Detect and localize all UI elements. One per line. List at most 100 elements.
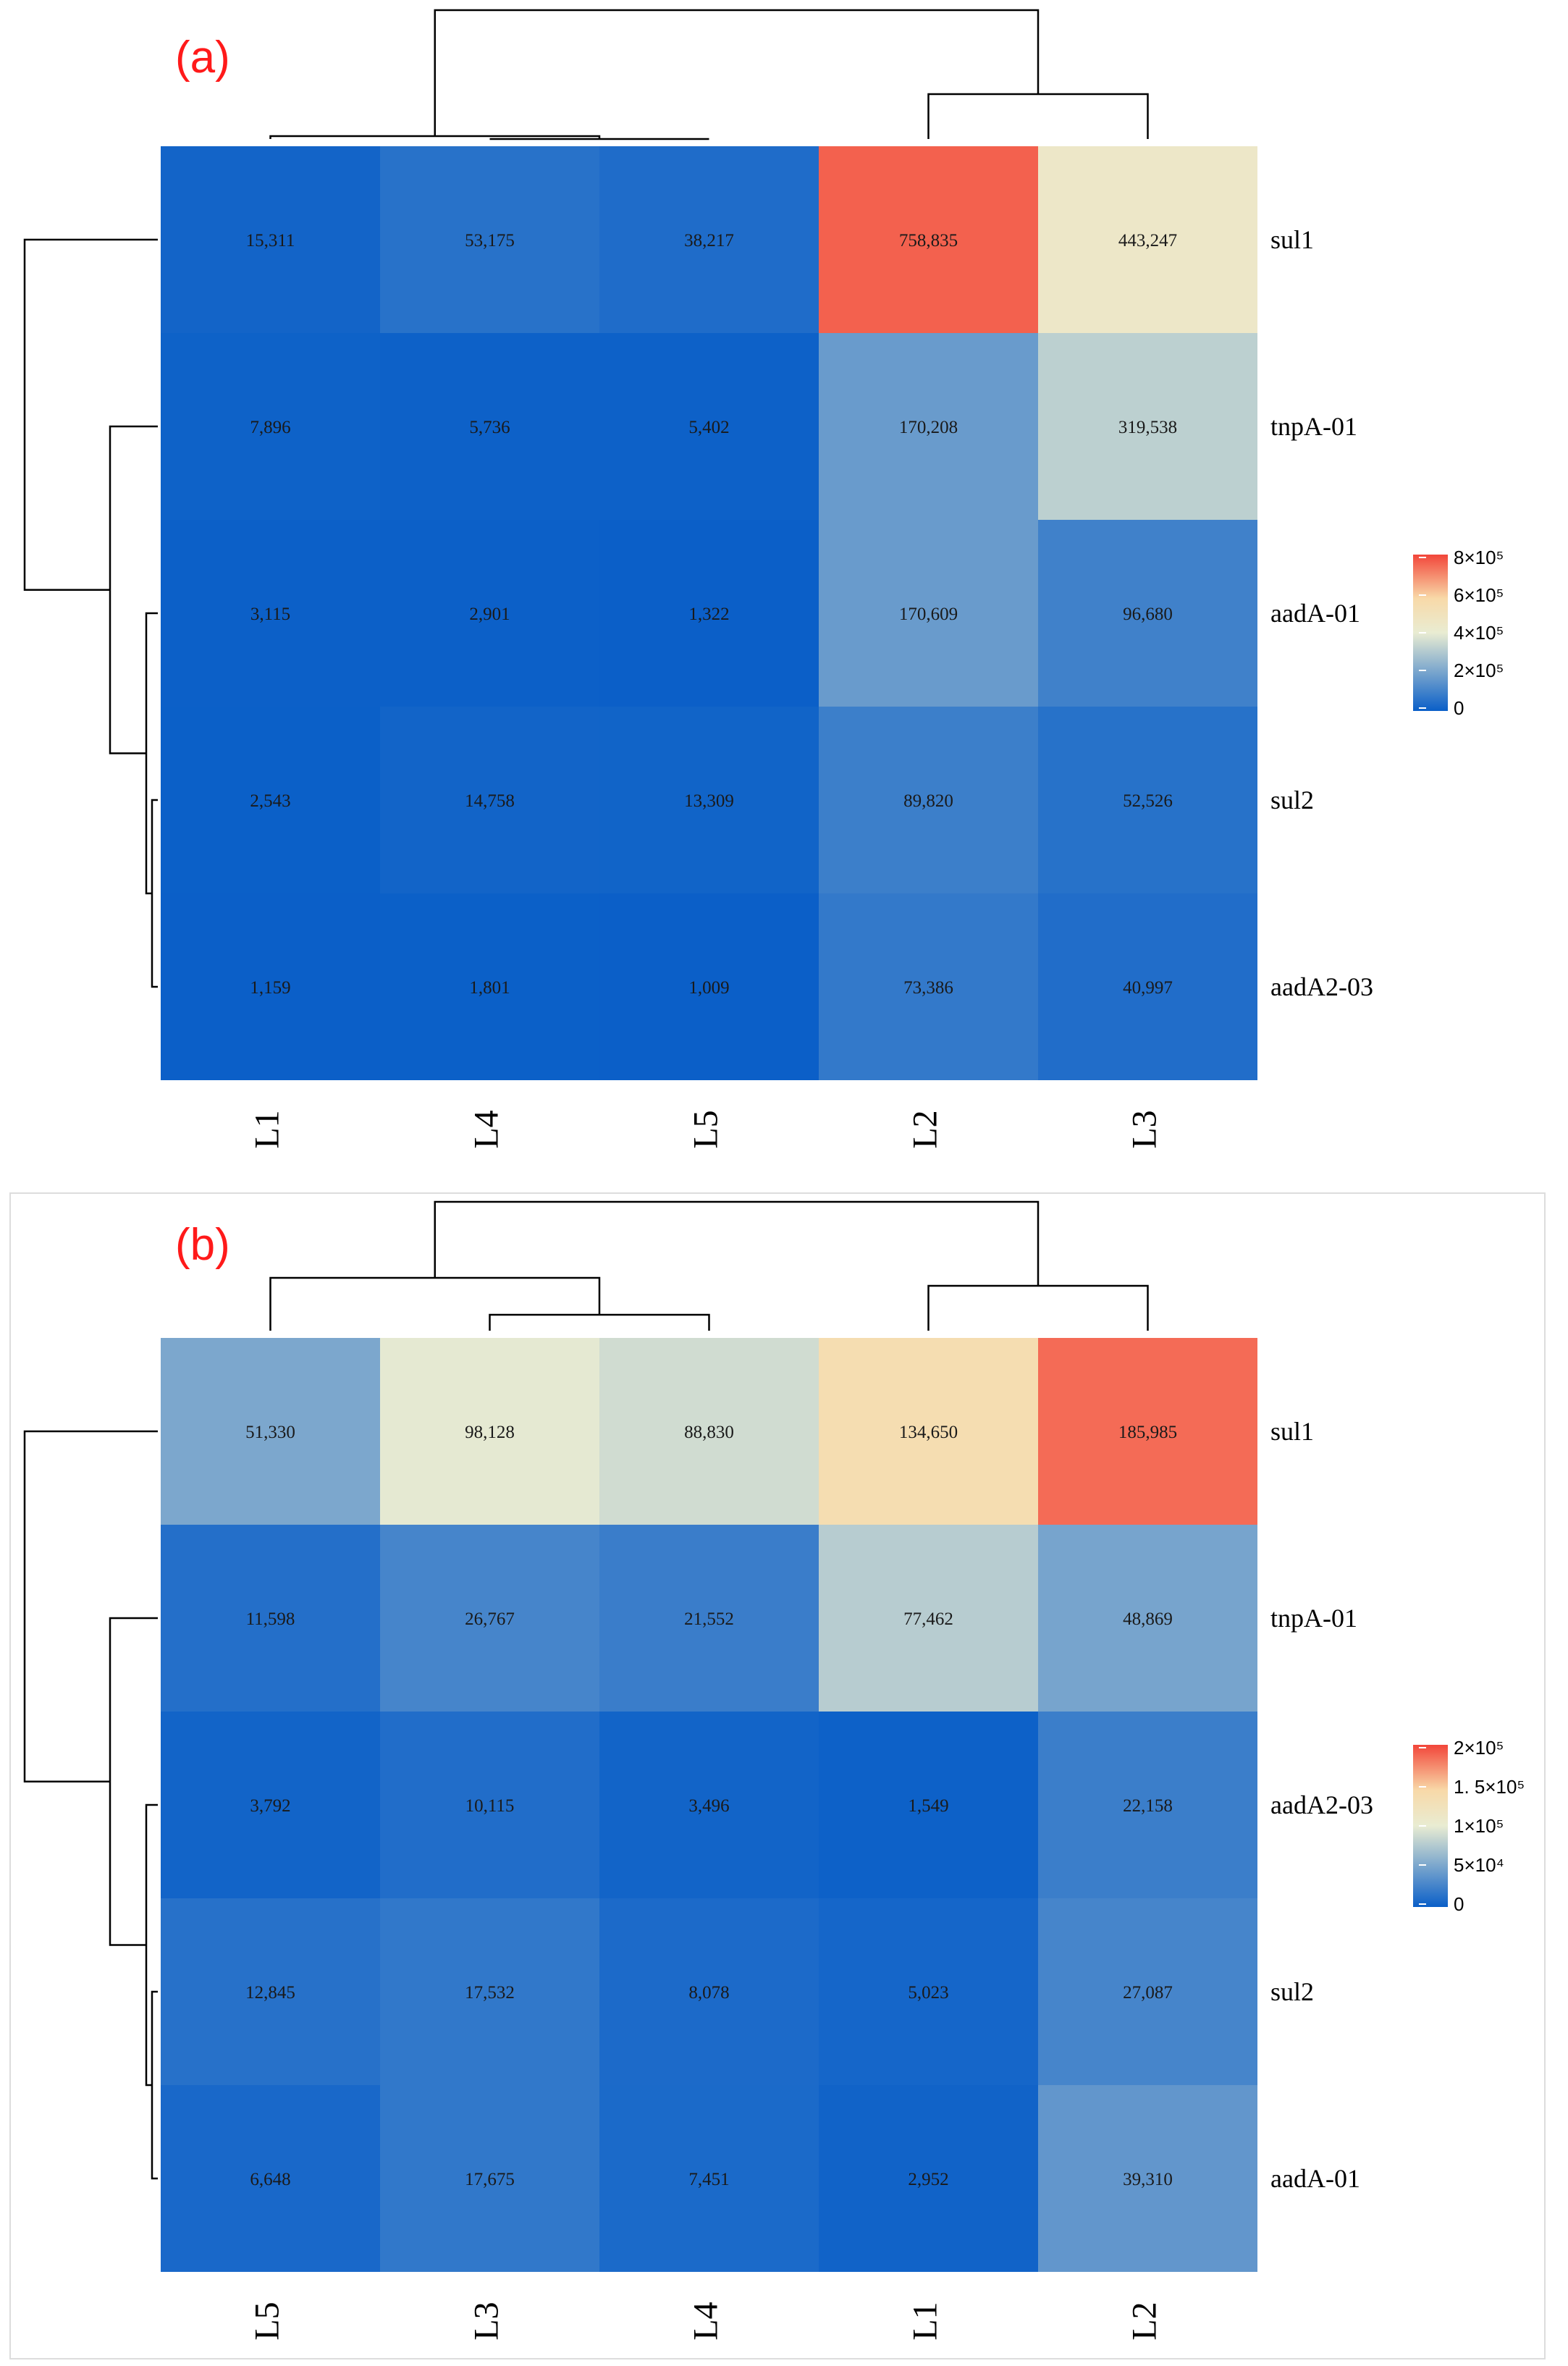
cell-value-label: 17,675 — [465, 2170, 515, 2189]
heatmap-cell — [1038, 333, 1257, 520]
heatmap-cell — [380, 520, 599, 707]
heatmap-cell — [599, 1898, 819, 2085]
heatmap-cell — [380, 893, 599, 1080]
row-label: tnpA-01 — [1270, 1604, 1357, 1633]
heatmap-cell — [161, 707, 380, 893]
cell-value-label: 1,549 — [908, 1796, 948, 1816]
heatmap-cell — [599, 893, 819, 1080]
heatmap-cell — [1038, 2085, 1257, 2272]
heatmap-cell — [599, 2085, 819, 2272]
cell-value-label: 38,217 — [684, 231, 734, 251]
legend-tick-label: 2×10⁵ — [1454, 660, 1504, 681]
legend-tick-label: 2×10⁵ — [1454, 1737, 1504, 1759]
row-label: sul2 — [1270, 786, 1314, 814]
heatmap-panel-a: (a) 15,311 53,175 38,217 758,835 443,247 7,896… — [23, 9, 1504, 1149]
heatmap-cell — [819, 1712, 1038, 1898]
row-label: tnpA-01 — [1270, 412, 1357, 441]
heatmap-cell — [819, 1898, 1038, 2085]
cell-value-label: 758,835 — [899, 231, 958, 251]
cell-value-label: 48,869 — [1123, 1609, 1173, 1629]
cell-value-label: 3,115 — [250, 605, 290, 624]
legend-tick-label: 1. 5×10⁵ — [1454, 1776, 1525, 1798]
heatmap-cell — [380, 1898, 599, 2085]
cell-value-label: 89,820 — [903, 791, 953, 811]
heatmap-cell — [1038, 146, 1257, 333]
cell-value-label: 27,087 — [1123, 1983, 1173, 2003]
heatmap-cell — [819, 893, 1038, 1080]
heatmap-cell — [161, 146, 380, 333]
heatmap-cell — [380, 1525, 599, 1712]
heatmap-cell — [599, 520, 819, 707]
color-scale-bar — [1413, 1745, 1448, 1907]
column-label: L5 — [687, 1110, 725, 1148]
cell-value-label: 39,310 — [1123, 2170, 1173, 2189]
column-dendrogram-branch — [927, 1284, 1149, 1331]
legend-tick-label: 5×10⁴ — [1454, 1854, 1504, 1876]
column-label: L1 — [248, 1110, 287, 1148]
cell-value-label: 11,598 — [246, 1609, 295, 1629]
column-label: L4 — [468, 1110, 506, 1148]
cell-value-label: 98,128 — [465, 1423, 515, 1442]
heatmap-cell — [599, 1338, 819, 1525]
row-label: sul2 — [1270, 1977, 1314, 2006]
row-label: sul1 — [1270, 1417, 1314, 1446]
legend-tick-label: 4×10⁵ — [1454, 622, 1504, 644]
cell-value-label: 17,532 — [465, 1983, 515, 2003]
cell-value-label: 14,758 — [465, 791, 515, 811]
cell-value-label: 134,650 — [899, 1423, 958, 1442]
heatmap-cell — [819, 1525, 1038, 1712]
cell-value-label: 8,078 — [688, 1983, 729, 2003]
cell-value-label: 13,309 — [684, 791, 734, 811]
heatmap-cell — [161, 2085, 380, 2272]
column-dendrogram-branch — [489, 1313, 710, 1331]
cell-value-label: 53,175 — [465, 231, 515, 251]
cell-value-label: 170,609 — [899, 605, 958, 624]
cell-value-label: 21,552 — [684, 1609, 734, 1629]
heatmap-cell — [161, 1338, 380, 1525]
heatmap-cell — [380, 1338, 599, 1525]
row-label: aadA-01 — [1270, 2164, 1360, 2193]
row-dendrogram-branch — [23, 1430, 158, 1782]
column-label: L4 — [687, 2302, 725, 2340]
heatmap-cell — [599, 1525, 819, 1712]
column-label: L2 — [1126, 2302, 1164, 2340]
cell-value-label: 1,322 — [688, 605, 729, 624]
heatmap-cell — [819, 2085, 1038, 2272]
column-label: L5 — [248, 2302, 287, 2340]
heatmap-cell — [819, 146, 1038, 333]
cell-value-label: 2,901 — [469, 605, 510, 624]
cell-value-label: 22,158 — [1123, 1796, 1173, 1816]
row-label: aadA2-03 — [1270, 1790, 1373, 1819]
column-dendrogram-branch — [434, 9, 1040, 136]
heatmap-cell — [380, 333, 599, 520]
heatmap-cell — [161, 1712, 380, 1898]
cell-value-label: 185,985 — [1118, 1423, 1177, 1442]
cell-value-label: 1,159 — [250, 978, 290, 998]
cell-value-label: 3,792 — [250, 1796, 290, 1816]
cell-value-label: 1,801 — [469, 978, 510, 998]
heatmap-cell — [161, 1898, 380, 2085]
column-dendrogram-branch — [434, 1200, 1040, 1286]
cell-value-label: 319,538 — [1118, 418, 1177, 437]
cell-value-label: 7,451 — [688, 2170, 729, 2189]
legend-tick-label: 6×10⁵ — [1454, 584, 1504, 606]
column-label: L2 — [906, 1110, 945, 1148]
heatmap-cell — [380, 2085, 599, 2272]
cell-value-label: 6,648 — [250, 2170, 290, 2189]
cell-value-label: 73,386 — [903, 978, 953, 998]
heatmap-cell — [161, 893, 380, 1080]
heatmap-cell — [819, 707, 1038, 893]
cell-value-label: 52,526 — [1123, 791, 1173, 811]
heatmap-cell — [819, 1338, 1038, 1525]
heatmap-cell — [380, 146, 599, 333]
heatmap-cell — [1038, 893, 1257, 1080]
panel-label: (a) — [175, 33, 230, 83]
heatmap-cell — [1038, 1898, 1257, 2085]
heatmap-cell — [380, 707, 599, 893]
heatmap-cell — [1038, 1712, 1257, 1898]
heatmap-cell — [599, 146, 819, 333]
row-label: aadA2-03 — [1270, 972, 1373, 1001]
cell-value-label: 26,767 — [465, 1609, 515, 1629]
row-dendrogram-branch — [109, 425, 158, 754]
